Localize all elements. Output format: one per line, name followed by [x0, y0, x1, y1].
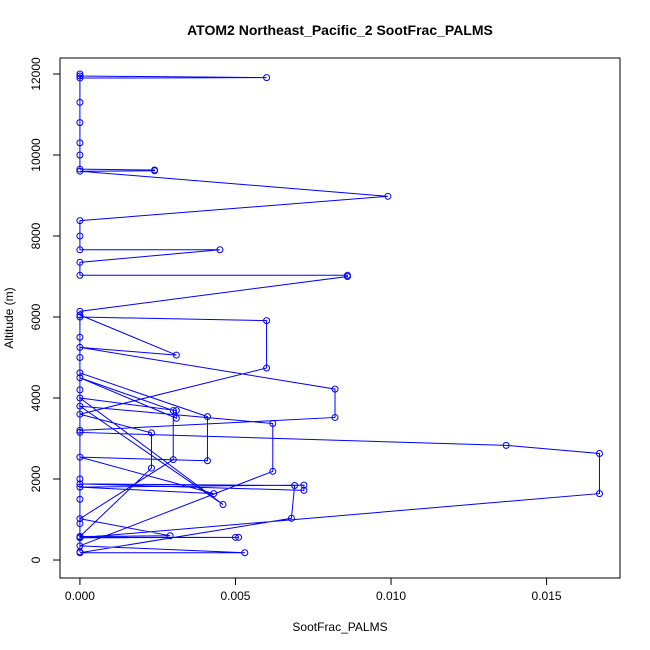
data-point: [76, 72, 84, 80]
data-point: [76, 343, 84, 351]
chart-title: ATOM2 Northeast_Pacific_2 SootFrac_PALMS: [187, 22, 493, 38]
data-point: [76, 480, 84, 488]
y-tick-label: 6000: [29, 303, 43, 330]
data-point: [291, 481, 299, 489]
data-point: [287, 514, 295, 522]
data-point: [216, 246, 224, 254]
y-axis-label: Altitude (m): [2, 287, 16, 348]
data-point: [76, 402, 84, 410]
data-point: [76, 515, 84, 523]
data-point: [76, 410, 84, 418]
data-point: [76, 354, 84, 362]
data-point: [76, 386, 84, 394]
data-point: [169, 407, 177, 415]
data-point: [241, 549, 249, 557]
data-point: [231, 533, 239, 541]
data-point: [384, 192, 392, 200]
data-point: [263, 317, 271, 325]
data-point: [76, 167, 84, 175]
y-tick-label: 4000: [29, 384, 43, 411]
data-point: [263, 74, 271, 82]
data-point: [76, 520, 84, 528]
data-point: [595, 490, 603, 498]
data-point: [235, 533, 243, 541]
data-point: [76, 258, 84, 266]
data-point: [343, 273, 351, 281]
y-tick-label: 10000: [29, 138, 43, 172]
data-point: [300, 486, 308, 494]
data-point: [76, 333, 84, 341]
data-point: [76, 98, 84, 106]
data-point: [76, 151, 84, 159]
data-point: [172, 351, 180, 359]
data-point: [76, 139, 84, 147]
data-point: [76, 483, 84, 491]
x-tick-label: 0.010: [376, 589, 406, 603]
data-point: [269, 467, 277, 475]
data-point: [76, 232, 84, 240]
x-tick-label: 0.000: [65, 589, 95, 603]
data-point: [76, 428, 84, 436]
x-tick-label: 0.005: [220, 589, 250, 603]
data-point: [76, 548, 84, 556]
data-point: [76, 426, 84, 434]
data-point: [263, 364, 271, 372]
data-point: [76, 165, 84, 173]
data-point: [169, 456, 177, 464]
data-point: [203, 457, 211, 465]
data-point: [76, 74, 84, 82]
data-point: [331, 385, 339, 393]
y-tick-label: 12000: [29, 57, 43, 91]
y-tick-label: 2000: [29, 465, 43, 492]
data-point: [172, 407, 180, 415]
data-point: [151, 167, 159, 175]
data-point: [76, 374, 84, 382]
data-line: [78, 73, 600, 554]
data-point: [166, 532, 174, 540]
data-point: [269, 420, 277, 428]
data-point: [76, 119, 84, 127]
data-point: [76, 311, 84, 319]
data-point: [595, 449, 603, 457]
y-tick-label: 8000: [29, 222, 43, 249]
data-point: [76, 271, 84, 279]
data-point: [76, 394, 84, 402]
data-point: [331, 413, 339, 421]
y-tick-label: 0: [29, 556, 43, 563]
data-point: [300, 481, 308, 489]
plot-box: [59, 57, 621, 579]
data-point: [219, 501, 227, 509]
data-point: [147, 464, 155, 472]
x-tick-label: 0.015: [532, 589, 562, 603]
data-point: [76, 246, 84, 254]
data-point: [172, 414, 180, 422]
data-point: [76, 495, 84, 503]
data-point: [203, 413, 211, 421]
data-point: [76, 533, 84, 541]
data-point: [76, 369, 84, 377]
x-axis-label: SootFrac_PALMS: [292, 620, 387, 634]
data-point: [76, 313, 84, 321]
data-point: [502, 441, 510, 449]
data-point: [76, 475, 84, 483]
data-point: [76, 453, 84, 461]
data-point: [76, 217, 84, 225]
data-point: [147, 429, 155, 437]
data-point: [210, 490, 218, 498]
data-point: [76, 70, 84, 78]
